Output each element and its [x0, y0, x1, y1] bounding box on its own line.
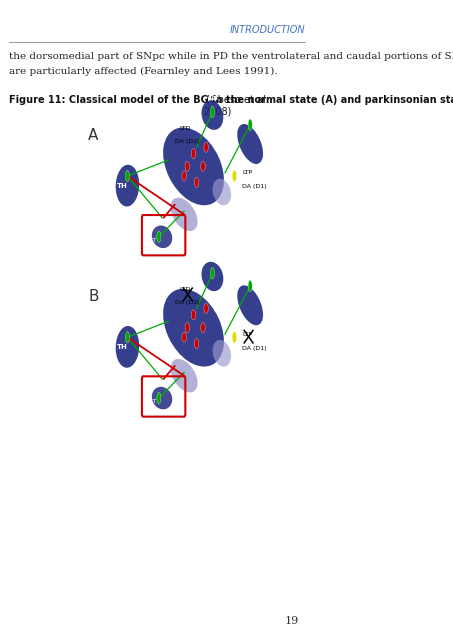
- Ellipse shape: [185, 161, 189, 172]
- Text: Ca: Ca: [209, 257, 219, 262]
- Ellipse shape: [204, 142, 208, 152]
- Ellipse shape: [194, 339, 199, 349]
- Ellipse shape: [212, 179, 231, 205]
- Text: Figure 11: Classical model of the BG in the normal state (A) and parkinsonian st: Figure 11: Classical model of the BG in …: [10, 95, 453, 105]
- Ellipse shape: [232, 332, 236, 343]
- Text: LTP: LTP: [242, 170, 252, 175]
- Ellipse shape: [116, 326, 139, 368]
- Ellipse shape: [191, 310, 196, 320]
- Ellipse shape: [125, 332, 130, 343]
- Text: STT: STT: [145, 399, 157, 404]
- Ellipse shape: [201, 161, 205, 172]
- Ellipse shape: [157, 231, 161, 243]
- Ellipse shape: [152, 225, 172, 248]
- Ellipse shape: [152, 387, 172, 410]
- Text: LTP: LTP: [242, 332, 252, 337]
- Ellipse shape: [185, 323, 189, 333]
- Text: DA (D1): DA (D1): [242, 346, 267, 351]
- Text: DA (D1): DA (D1): [242, 184, 267, 189]
- Text: DA (D2): DA (D2): [175, 300, 199, 305]
- Ellipse shape: [171, 359, 198, 392]
- Ellipse shape: [182, 171, 186, 181]
- Ellipse shape: [212, 340, 231, 367]
- Text: are particularly affected (Fearnley and Lees 1991).: are particularly affected (Fearnley and …: [10, 67, 278, 76]
- Ellipse shape: [194, 177, 199, 188]
- Ellipse shape: [171, 198, 198, 231]
- Text: B: B: [88, 289, 99, 304]
- Ellipse shape: [191, 148, 196, 159]
- Text: Ca: Ca: [209, 95, 219, 101]
- Text: STT: STT: [145, 237, 157, 243]
- Text: DA (D2): DA (D2): [175, 139, 199, 144]
- Text: 19: 19: [284, 616, 299, 626]
- Ellipse shape: [201, 323, 205, 333]
- Ellipse shape: [182, 332, 186, 342]
- Text: LTD: LTD: [179, 287, 191, 292]
- Ellipse shape: [125, 170, 130, 182]
- Text: TH: TH: [117, 182, 128, 189]
- Text: TH: TH: [117, 344, 128, 350]
- Ellipse shape: [116, 164, 139, 207]
- Ellipse shape: [157, 392, 161, 404]
- Text: LTD: LTD: [179, 126, 191, 131]
- Ellipse shape: [248, 280, 252, 292]
- Ellipse shape: [237, 285, 263, 325]
- Text: INTRODUCTION: INTRODUCTION: [230, 25, 305, 35]
- Ellipse shape: [210, 106, 214, 118]
- Text: (Obeso et al.
2008): (Obeso et al. 2008): [203, 95, 269, 116]
- Text: the dorsomedial part of SNpc while in PD the ventrolateral and caudal portions o: the dorsomedial part of SNpc while in PD…: [10, 52, 453, 61]
- Ellipse shape: [232, 170, 236, 182]
- Ellipse shape: [248, 119, 252, 131]
- Ellipse shape: [163, 127, 224, 205]
- Ellipse shape: [202, 100, 223, 130]
- Ellipse shape: [237, 124, 263, 164]
- Ellipse shape: [163, 289, 224, 367]
- Ellipse shape: [204, 303, 208, 314]
- Text: A: A: [88, 128, 98, 143]
- Ellipse shape: [210, 268, 214, 279]
- Ellipse shape: [202, 262, 223, 291]
